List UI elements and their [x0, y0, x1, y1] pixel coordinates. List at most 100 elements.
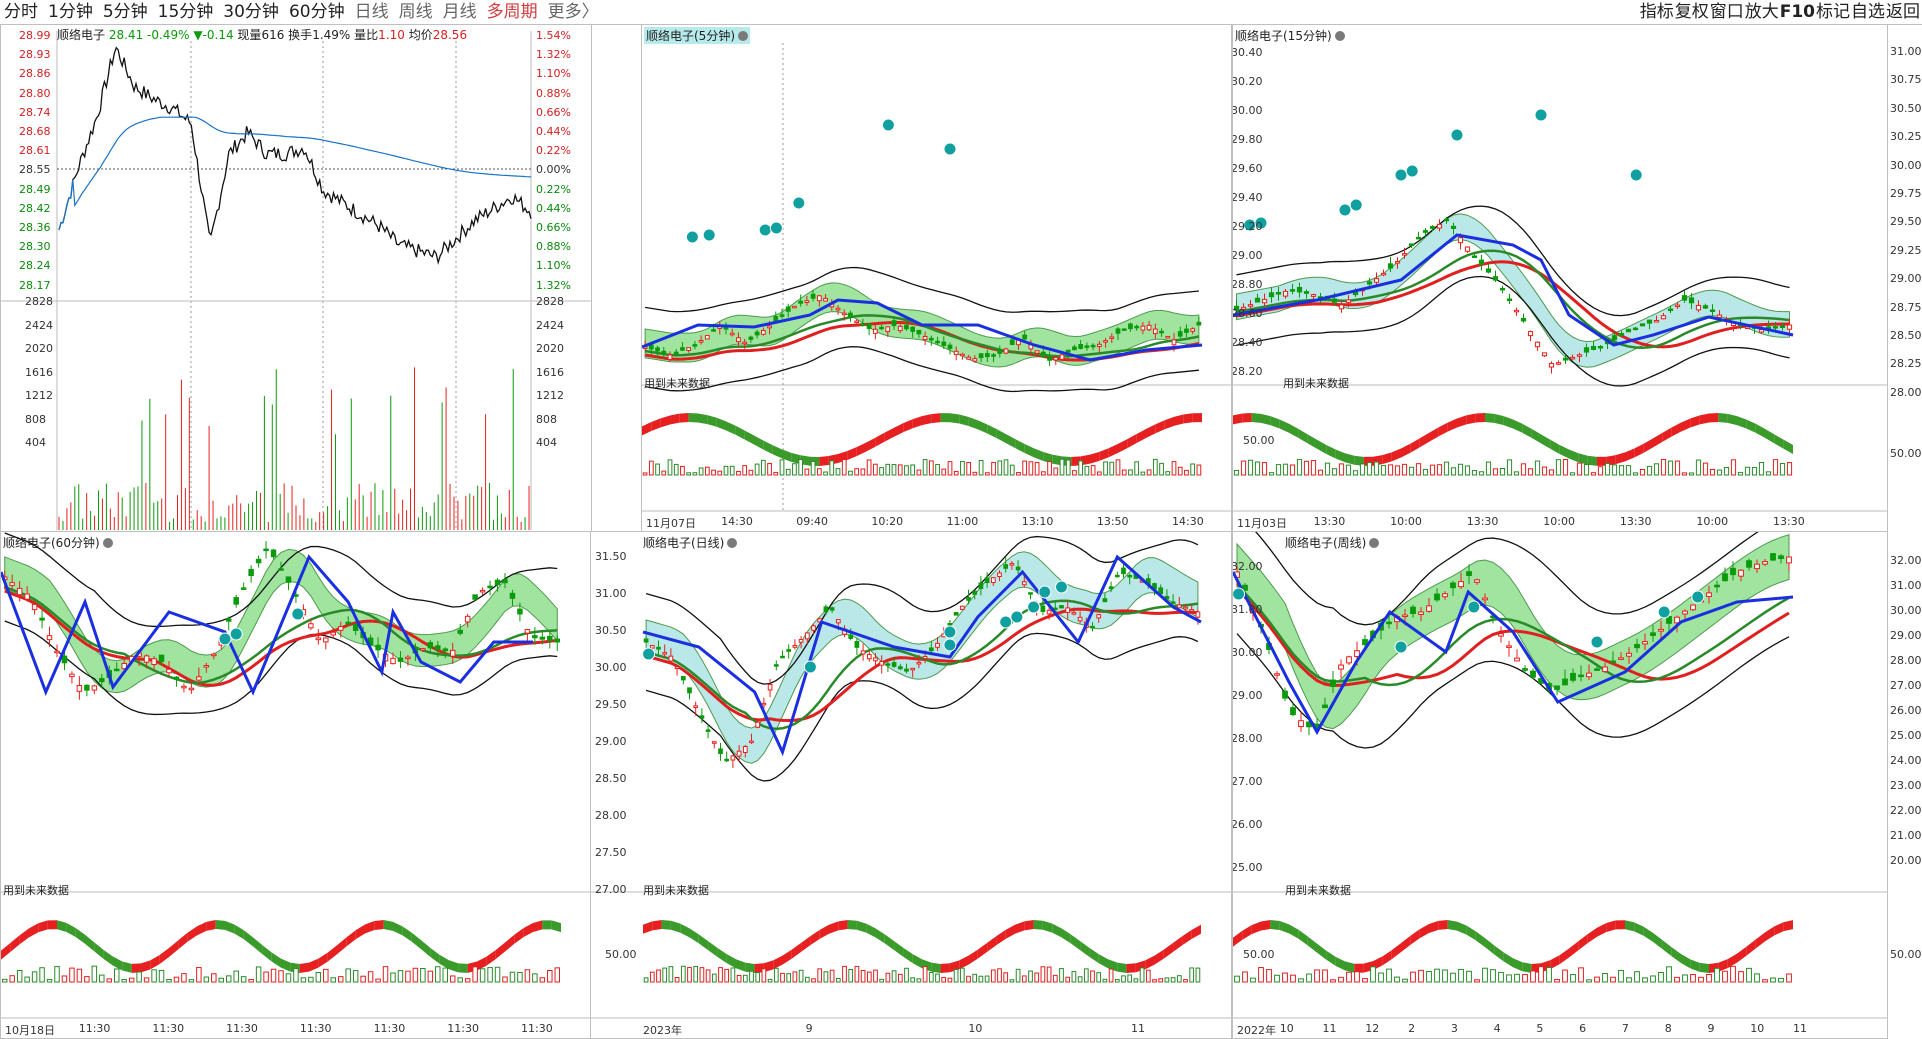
tab-daily[interactable]: 日线: [354, 2, 389, 22]
buy-signal-icon: [218, 632, 232, 646]
oscillator-segment: [1233, 930, 1243, 947]
envelope-line: [645, 632, 1199, 782]
indicator-button[interactable]: 指标: [1639, 2, 1674, 22]
oscillator-bar: [464, 978, 471, 983]
chevron-down-icon[interactable]: [102, 538, 113, 548]
tab-1min[interactable]: 1分钟: [48, 2, 93, 22]
right-price-tick: 23.00: [1890, 779, 1922, 792]
oscillator-bar: [1275, 464, 1282, 476]
future-data-label: 用到未来数据: [644, 377, 710, 390]
panel-60min[interactable]: 顺络电子(60分钟) 用到未来数据 10月18日 11:30 11:30 11:30 1…: [0, 531, 591, 1039]
tab-multi-period[interactable]: 多周期: [486, 2, 538, 22]
adjust-button[interactable]: 复权: [1674, 2, 1709, 22]
f10-button[interactable]: F10: [1779, 2, 1815, 22]
oscillator-bar: [910, 977, 916, 983]
oscillator-segment: [1183, 413, 1193, 424]
oscillator-segment: [206, 920, 216, 931]
oscillator-bar: [1145, 969, 1151, 983]
candle-body: [1498, 633, 1504, 637]
oscillator-bar: [158, 969, 165, 983]
oscillator-bar: [1040, 471, 1046, 476]
panel-daily[interactable]: 顺络电子(日线) 用到未来数据 31.50 31.00 30.50 30.00 29.5…: [590, 531, 1232, 1039]
oscillator-bar: [891, 970, 897, 983]
oscillator-bar: [1274, 974, 1280, 983]
panel-title-15min[interactable]: 顺络电子(15分钟): [1235, 27, 1345, 44]
oscillator-segment: [726, 421, 736, 435]
candle-body: [953, 350, 959, 356]
price-tick: 28.80: [19, 86, 51, 100]
oscillator-segment: [1671, 422, 1681, 437]
candle-body: [1282, 290, 1289, 297]
oscillator-segment: [271, 952, 281, 968]
oscillator-bar: [798, 459, 804, 476]
tab-intraday[interactable]: 分时: [4, 2, 38, 22]
price-tick: 28.55: [19, 163, 51, 177]
oscillator-bar: [1034, 972, 1040, 983]
panel-15min[interactable]: 顺络电子(15分钟) 用到未来数据 30.40 30.20 30.00 29.80 29…: [1232, 24, 1888, 532]
oscillator-segment: [745, 962, 755, 973]
tab-15min[interactable]: 15分钟: [157, 2, 214, 22]
oscillator-segment: [1270, 416, 1280, 429]
chevron-down-icon[interactable]: [1369, 538, 1380, 548]
candle-body: [860, 323, 866, 326]
oscillator-segment: [1755, 932, 1765, 949]
candle-body: [1666, 615, 1672, 624]
oscillator-bar: [960, 461, 965, 476]
oscillator-segment: [642, 422, 652, 436]
candle-body: [1485, 268, 1492, 273]
oscillator-bar: [1514, 973, 1520, 983]
candle-body: [972, 590, 978, 595]
tab-30min[interactable]: 30分钟: [223, 2, 279, 22]
candle-body: [1040, 605, 1046, 612]
zoom-button[interactable]: 放大: [1744, 2, 1779, 22]
oscillator-bar: [1310, 460, 1317, 476]
panel-title-60min[interactable]: 顺络电子(60分钟): [3, 534, 113, 551]
oscillator-segment: [1746, 419, 1756, 433]
chevron-down-icon[interactable]: [738, 31, 748, 41]
candle-body: [1583, 347, 1590, 353]
oscillator-segment: [486, 950, 496, 966]
candle-body: [1762, 561, 1768, 565]
tab-60min[interactable]: 60分钟: [288, 2, 345, 22]
oscillator-segment: [523, 922, 533, 938]
chevron-down-icon[interactable]: [727, 538, 738, 548]
candle-body: [1028, 592, 1033, 595]
oscillator-bar: [848, 470, 853, 476]
oscillator-bar: [1190, 463, 1196, 476]
panel-title-5min[interactable]: 顺络电子(5分钟): [644, 27, 750, 44]
buy-signal-icon: [881, 118, 895, 132]
oscillator-segment: [1765, 926, 1775, 942]
candle-body: [854, 320, 860, 324]
panel-5min[interactable]: 顺络电子(5分钟) 用到未来数据 11月07日 14:30 09:40 10:20 11…: [641, 24, 1232, 532]
candle-body: [1021, 581, 1027, 586]
intraday-chart: [1, 31, 591, 530]
oscillator-segment: [1164, 416, 1174, 430]
oscillator-bar: [136, 971, 142, 983]
mark-button[interactable]: 标记: [1816, 2, 1850, 22]
envelope-line: [645, 266, 1199, 313]
tab-monthly[interactable]: 月线: [442, 2, 477, 22]
candle-body: [1660, 315, 1667, 320]
oscillator-bar: [1046, 966, 1052, 983]
candle-body: [1576, 354, 1583, 357]
panel-weekly[interactable]: 顺络电子(周线) 用到未来数据 32.00 31.00 30.00 29.00 28.0…: [1232, 531, 1888, 1039]
intraday-panel[interactable]: 顺络电子 28.41 -0.49% ▼-0.14 现量616 换手1.49% 量…: [0, 24, 592, 532]
candle-body: [748, 336, 754, 340]
candle-body: [687, 687, 692, 694]
panel-title-daily[interactable]: 顺络电子(日线): [643, 534, 738, 551]
right-price-tick: 29.25: [1890, 243, 1922, 257]
watchlist-button[interactable]: 自选: [1851, 2, 1885, 22]
tab-more[interactable]: 更多〉: [547, 2, 599, 22]
oscillator-bar: [966, 461, 972, 476]
panel-title-weekly[interactable]: 顺络电子(周线): [1285, 534, 1380, 551]
candle-body: [680, 347, 685, 351]
oscillator-segment: [141, 960, 151, 973]
window-button[interactable]: 窗口: [1709, 2, 1744, 22]
tab-5min[interactable]: 5分钟: [102, 2, 148, 22]
oscillator-segment: [1163, 942, 1174, 959]
tab-weekly[interactable]: 周线: [398, 2, 433, 22]
chevron-down-icon[interactable]: [1334, 31, 1345, 41]
candle-body: [1009, 563, 1015, 566]
oscillator-bar: [1490, 969, 1496, 983]
back-button[interactable]: 返回: [1886, 2, 1920, 22]
